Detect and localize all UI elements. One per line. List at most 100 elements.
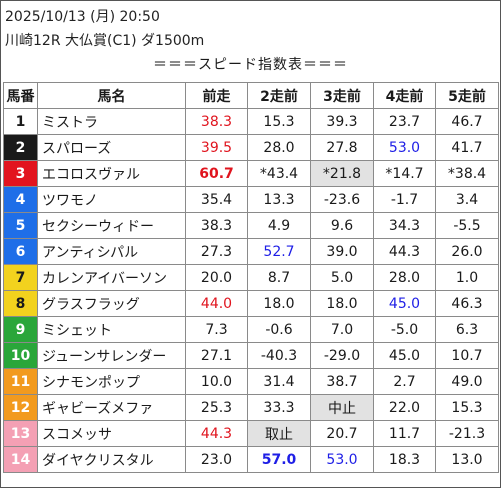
speed-index-5-races-ago-cell: 6.3 [435,316,499,343]
speed-index-2-races-ago-cell: 57.0 [247,446,311,473]
speed-index-2-races-ago-cell: 取止 [247,420,311,447]
col-header-3-races-ago: 3走前 [310,82,374,109]
speed-index-3-races-ago-cell: 38.7 [310,368,374,395]
horse-name-cell: ギャビーズメファ [37,394,186,421]
race-info: 川崎12R 大仏賞(C1) ダ1500m [5,33,205,49]
speed-index-last-race-cell: 7.3 [185,316,248,343]
horse-number-cell: 7 [3,264,38,291]
horse-number-cell: 1 [3,108,38,135]
speed-index-3-races-ago-cell: 20.7 [310,420,374,447]
speed-index-5-races-ago-cell: 46.7 [435,108,499,135]
speed-index-5-races-ago-cell: -21.3 [435,420,499,447]
speed-index-4-races-ago-cell: 22.0 [373,394,436,421]
horse-number-cell: 4 [3,186,38,213]
speed-index-last-race-cell: 20.0 [185,264,248,291]
speed-index-5-races-ago-cell: 10.7 [435,342,499,369]
horse-name-cell: グラスフラッグ [37,290,186,317]
col-header-2-races-ago: 2走前 [247,82,311,109]
speed-index-3-races-ago-cell: 18.0 [310,290,374,317]
horse-name-cell: スコメッサ [37,420,186,447]
speed-index-2-races-ago-cell: -40.3 [247,342,311,369]
horse-number-cell: 9 [3,316,38,343]
speed-index-last-race-cell: 44.3 [185,420,248,447]
speed-index-3-races-ago-cell: 7.0 [310,316,374,343]
speed-index-5-races-ago-cell: 41.7 [435,134,499,161]
speed-index-last-race-cell: 38.3 [185,212,248,239]
table-row: 13 スコメッサ 44.3 取止 20.7 11.7 -21.3 [3,420,499,447]
horse-name-cell: ツワモノ [37,186,186,213]
col-header-last-race: 前走 [185,82,248,109]
speed-index-2-races-ago-cell: 52.7 [247,238,311,265]
speed-index-5-races-ago-cell: 1.0 [435,264,499,291]
speed-index-table: 馬番 馬名 前走 2走前 3走前 4走前 5走前 1 ミストラ 38.3 15.3 39… [3,82,499,473]
speed-index-2-races-ago-cell: 8.7 [247,264,311,291]
speed-index-3-races-ago-cell: -29.0 [310,342,374,369]
speed-index-last-race-cell: 23.0 [185,446,248,473]
table-title: ＝＝＝スピード指数表＝＝＝ [153,57,348,73]
table-body: 1 ミストラ 38.3 15.3 39.3 23.7 46.7 2 スパローズ 39.5 28.0 2… [3,108,499,473]
horse-number-cell: 8 [3,290,38,317]
speed-index-5-races-ago-cell: 13.0 [435,446,499,473]
race-datetime: 2025/10/13 (月) 20:50 [5,9,160,25]
speed-index-2-races-ago-cell: 18.0 [247,290,311,317]
horse-number-cell: 13 [3,420,38,447]
speed-index-5-races-ago-cell: 49.0 [435,368,499,395]
horse-name-cell: ジューンサレンダー [37,342,186,369]
speed-index-2-races-ago-cell: 4.9 [247,212,311,239]
speed-index-2-races-ago-cell: 28.0 [247,134,311,161]
speed-index-4-races-ago-cell: 53.0 [373,134,436,161]
speed-index-3-races-ago-cell: 39.0 [310,238,374,265]
speed-index-3-races-ago-cell: *21.8 [310,160,374,187]
speed-index-4-races-ago-cell: 45.0 [373,342,436,369]
horse-name-cell: カレンアイバーソン [37,264,186,291]
horse-number-cell: 6 [3,238,38,265]
horse-number-cell: 3 [3,160,38,187]
speed-index-2-races-ago-cell: 15.3 [247,108,311,135]
speed-index-3-races-ago-cell: -23.6 [310,186,374,213]
horse-name-cell: ミシェット [37,316,186,343]
speed-index-4-races-ago-cell: 2.7 [373,368,436,395]
speed-index-last-race-cell: 35.4 [185,186,248,213]
speed-index-last-race-cell: 27.3 [185,238,248,265]
table-row: 11 シナモンポップ 10.0 31.4 38.7 2.7 49.0 [3,368,499,395]
col-header-horse-name: 馬名 [37,82,186,109]
speed-index-5-races-ago-cell: 26.0 [435,238,499,265]
horse-name-cell: エコロスヴァル [37,160,186,187]
table-row: 5 セクシーウィドー 38.3 4.9 9.6 34.3 -5.5 [3,212,499,239]
table-row: 2 スパローズ 39.5 28.0 27.8 53.0 41.7 [3,134,499,161]
table-header-row: 馬番 馬名 前走 2走前 3走前 4走前 5走前 [3,82,499,109]
table-row: 10 ジューンサレンダー 27.1 -40.3 -29.0 45.0 10.7 [3,342,499,369]
speed-index-3-races-ago-cell: 5.0 [310,264,374,291]
speed-index-4-races-ago-cell: *14.7 [373,160,436,187]
speed-index-3-races-ago-cell: 53.0 [310,446,374,473]
horse-number-cell: 11 [3,368,38,395]
speed-index-5-races-ago-cell: -5.5 [435,212,499,239]
speed-index-4-races-ago-cell: 34.3 [373,212,436,239]
col-header-number: 馬番 [3,82,38,109]
speed-index-last-race-cell: 25.3 [185,394,248,421]
speed-index-last-race-cell: 38.3 [185,108,248,135]
table-row: 1 ミストラ 38.3 15.3 39.3 23.7 46.7 [3,108,499,135]
speed-index-last-race-cell: 39.5 [185,134,248,161]
speed-index-2-races-ago-cell: *43.4 [247,160,311,187]
table-row: 14 ダイヤクリスタル 23.0 57.0 53.0 18.3 13.0 [3,446,499,473]
horse-number-cell: 2 [3,134,38,161]
speed-index-4-races-ago-cell: 45.0 [373,290,436,317]
speed-index-2-races-ago-cell: 31.4 [247,368,311,395]
horse-number-cell: 5 [3,212,38,239]
speed-index-last-race-cell: 60.7 [185,160,248,187]
speed-index-3-races-ago-cell: 27.8 [310,134,374,161]
col-header-5-races-ago: 5走前 [435,82,499,109]
speed-index-4-races-ago-cell: 44.3 [373,238,436,265]
speed-index-3-races-ago-cell: 中止 [310,394,374,421]
speed-index-last-race-cell: 27.1 [185,342,248,369]
table-row: 7 カレンアイバーソン 20.0 8.7 5.0 28.0 1.0 [3,264,499,291]
horse-name-cell: シナモンポップ [37,368,186,395]
speed-index-2-races-ago-cell: 13.3 [247,186,311,213]
table-row: 9 ミシェット 7.3 -0.6 7.0 -5.0 6.3 [3,316,499,343]
speed-index-2-races-ago-cell: 33.3 [247,394,311,421]
table-row: 8 グラスフラッグ 44.0 18.0 18.0 45.0 46.3 [3,290,499,317]
horse-name-cell: ダイヤクリスタル [37,446,186,473]
table-row: 12 ギャビーズメファ 25.3 33.3 中止 22.0 15.3 [3,394,499,421]
